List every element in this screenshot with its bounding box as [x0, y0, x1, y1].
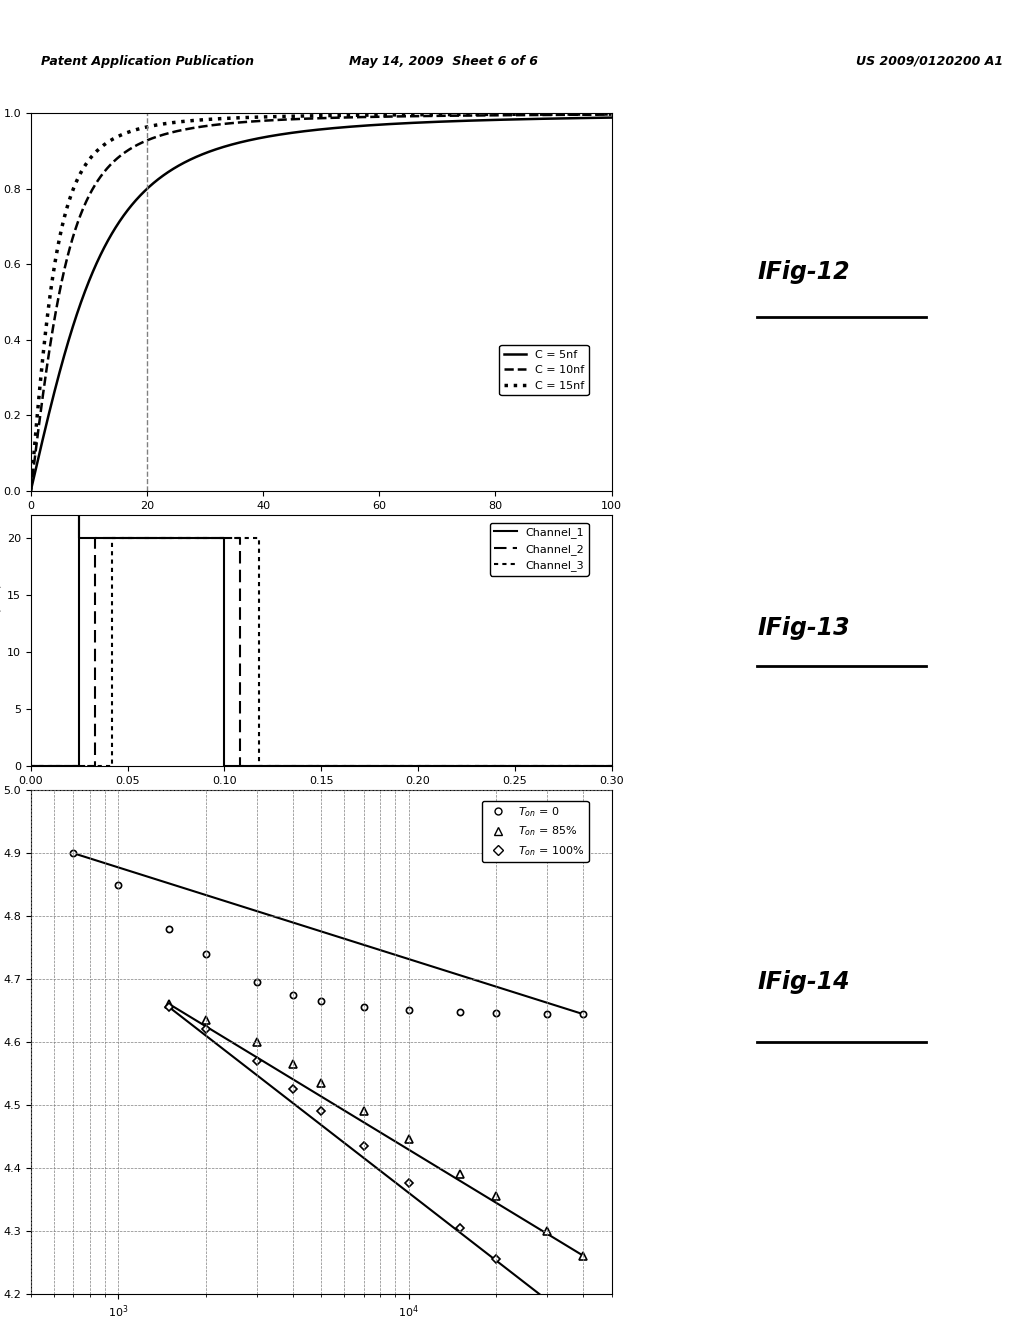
Line: $T_{on}$ = 100%: $T_{on}$ = 100% — [166, 1005, 587, 1320]
C = 10nf — [482, 107, 495, 123]
Line: Channel_1: Channel_1 — [31, 515, 611, 767]
Y-axis label: Source Current ( nA ): Source Current ( nA ) — [0, 582, 1, 700]
C = 5nf — [605, 110, 617, 125]
Line: Channel_3: Channel_3 — [31, 537, 611, 767]
X-axis label: Time ( s ): Time ( s ) — [292, 792, 351, 805]
$T_{on}$ = 85% — [357, 1104, 370, 1119]
Text: IFig-14: IFig-14 — [758, 969, 850, 994]
Channel_3 — [105, 529, 118, 545]
Channel_1 — [25, 759, 37, 775]
Channel_1 — [218, 759, 230, 775]
C = 5nf — [25, 483, 37, 499]
$T_{on}$ = 100% — [454, 1220, 466, 1236]
$T_{on}$ = 0 — [489, 1005, 502, 1020]
$T_{on}$ = 0 — [315, 993, 328, 1008]
C = 5nf — [589, 110, 601, 125]
$T_{on}$ = 100% — [315, 1104, 328, 1119]
Text: Patent Application Publication: Patent Application Publication — [41, 55, 254, 67]
Text: IFig-12: IFig-12 — [758, 260, 850, 284]
Channel_2 — [88, 759, 100, 775]
$T_{on}$ = 0 — [200, 946, 212, 962]
$T_{on}$ = 85% — [315, 1074, 328, 1090]
$T_{on}$ = 85% — [163, 997, 175, 1012]
$T_{on}$ = 0 — [67, 845, 79, 861]
Line: $T_{on}$ = 0: $T_{on}$ = 0 — [70, 850, 587, 1018]
$T_{on}$ = 85% — [578, 1247, 590, 1263]
Line: C = 15nf: C = 15nf — [31, 114, 611, 491]
$T_{on}$ = 85% — [251, 1034, 263, 1049]
C = 10nf — [54, 280, 67, 296]
X-axis label: Frequency ( Hz ): Frequency ( Hz ) — [269, 516, 373, 529]
C = 15nf — [482, 107, 495, 123]
$T_{on}$ = 0 — [163, 921, 175, 937]
$T_{on}$ = 0 — [578, 1006, 590, 1022]
$T_{on}$ = 100% — [200, 1022, 212, 1038]
C = 15nf — [589, 106, 601, 121]
C = 10nf — [589, 107, 601, 123]
C = 15nf — [605, 106, 617, 121]
C = 5nf — [307, 123, 319, 139]
C = 15nf — [54, 226, 67, 242]
C = 15nf — [292, 108, 304, 124]
Text: May 14, 2009  Sheet 6 of 6: May 14, 2009 Sheet 6 of 6 — [349, 55, 538, 67]
Line: C = 5nf: C = 5nf — [31, 117, 611, 491]
C = 15nf — [307, 108, 319, 124]
C = 5nf — [54, 362, 67, 378]
C = 10nf — [292, 111, 304, 127]
Channel_2 — [25, 759, 37, 775]
C = 10nf — [25, 483, 37, 499]
Channel_3 — [105, 759, 118, 775]
Legend: $T_{on}$ = 0, $T_{on}$ = 85%, $T_{on}$ = 100%: $T_{on}$ = 0, $T_{on}$ = 85%, $T_{on}$ =… — [482, 801, 589, 862]
Text: IFig-13: IFig-13 — [758, 616, 850, 640]
$T_{on}$ = 100% — [489, 1251, 502, 1267]
$T_{on}$ = 100% — [287, 1081, 299, 1097]
$T_{on}$ = 100% — [402, 1176, 415, 1192]
$T_{on}$ = 0 — [251, 974, 263, 990]
$T_{on}$ = 0 — [541, 1006, 553, 1022]
$T_{on}$ = 0 — [287, 987, 299, 1003]
C = 10nf — [605, 107, 617, 123]
Text: US 2009/0120200 A1: US 2009/0120200 A1 — [856, 55, 1004, 67]
$T_{on}$ = 85% — [541, 1222, 553, 1238]
$T_{on}$ = 85% — [402, 1131, 415, 1147]
$T_{on}$ = 0 — [454, 1003, 466, 1019]
Channel_2 — [233, 759, 246, 775]
C = 10nf — [307, 111, 319, 127]
Channel_3 — [253, 529, 265, 545]
$T_{on}$ = 85% — [454, 1166, 466, 1181]
Channel_2 — [88, 529, 100, 545]
C = 10nf — [589, 107, 601, 123]
$T_{on}$ = 0 — [112, 876, 124, 892]
Line: C = 10nf: C = 10nf — [31, 115, 611, 491]
$T_{on}$ = 0 — [357, 999, 370, 1015]
Legend: C = 5nf, C = 10nf, C = 15nf: C = 5nf, C = 10nf, C = 15nf — [500, 345, 589, 395]
Channel_1 — [73, 507, 85, 523]
$T_{on}$ = 100% — [251, 1053, 263, 1069]
C = 5nf — [589, 110, 601, 125]
Channel_3 — [253, 759, 265, 775]
$T_{on}$ = 85% — [489, 1188, 502, 1204]
Channel_1 — [605, 759, 617, 775]
Channel_1 — [73, 759, 85, 775]
$T_{on}$ = 100% — [163, 999, 175, 1015]
Channel_2 — [233, 529, 246, 545]
$T_{on}$ = 0 — [402, 1002, 415, 1018]
C = 5nf — [482, 112, 495, 128]
Channel_2 — [605, 759, 617, 775]
C = 15nf — [25, 483, 37, 499]
Line: $T_{on}$ = 85%: $T_{on}$ = 85% — [166, 1001, 588, 1259]
Channel_1 — [218, 529, 230, 545]
C = 15nf — [589, 106, 601, 121]
Channel_3 — [25, 759, 37, 775]
C = 5nf — [292, 124, 304, 140]
Channel_1 — [73, 529, 85, 545]
Channel_3 — [605, 759, 617, 775]
Line: Channel_2: Channel_2 — [31, 537, 611, 767]
$T_{on}$ = 85% — [287, 1056, 299, 1072]
Legend: Channel_1, Channel_2, Channel_3: Channel_1, Channel_2, Channel_3 — [489, 523, 589, 576]
$T_{on}$ = 100% — [357, 1138, 370, 1154]
$T_{on}$ = 85% — [200, 1012, 212, 1028]
$T_{on}$ = 100% — [541, 1292, 553, 1308]
